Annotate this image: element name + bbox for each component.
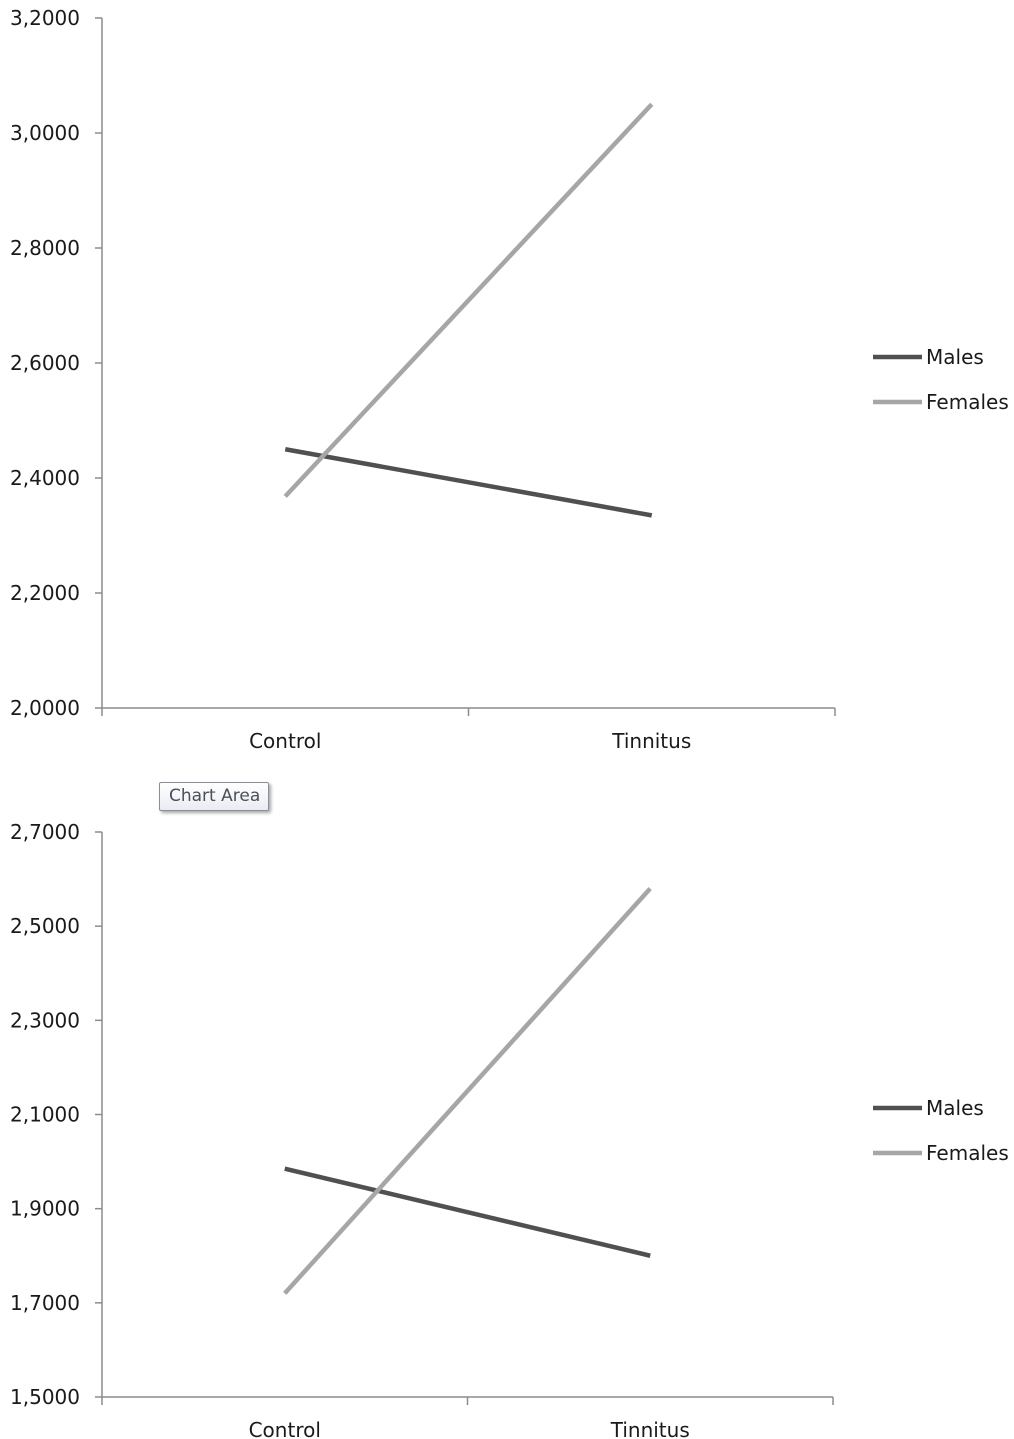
x-tick-label-control: Control [249,1418,321,1439]
chart-top[interactable]: 2,0000 2,2000 2,4000 2,6000 2,8000 3,0000 3,20… [10,6,1009,753]
y-tick-label: 2,3000 [10,1008,80,1032]
series-line-females [283,886,652,1295]
y-tick-label: 2,2000 [10,581,80,605]
legend-label-males: Males [926,345,984,369]
x-tick-label-control: Control [249,729,321,753]
series-line-females [283,102,654,498]
legend-label-females: Females [926,390,1009,414]
y-tick-label: 3,2000 [10,6,80,30]
y-tick-label: 1,5000 [10,1385,80,1409]
y-tick-label: 1,7000 [10,1291,80,1315]
chart-bottom[interactable]: 1,5000 1,7000 1,9000 2,1000 2,3000 2,5000 2,70… [10,820,1009,1439]
y-tick-label: 2,1000 [10,1103,80,1127]
chart-area-tooltip: Chart Area [159,782,270,811]
y-tick-label: 3,0000 [10,121,80,145]
series-line-males [284,447,653,518]
legend-label-females: Females [926,1141,1009,1165]
y-tick-label: 2,0000 [10,696,80,720]
y-tick-label: 2,5000 [10,914,80,938]
y-tick-label: 1,9000 [10,1197,80,1221]
y-tick-label: 2,6000 [10,351,80,375]
y-tick-label: 2,8000 [10,236,80,260]
y-tick-label: 2,4000 [10,466,80,490]
legend-label-males: Males [926,1096,984,1120]
y-tick-label: 2,7000 [10,820,80,844]
x-tick-label-tinnitus: Tinnitus [610,1418,690,1439]
series-line-males [284,1166,651,1258]
x-tick-label-tinnitus: Tinnitus [611,729,691,753]
